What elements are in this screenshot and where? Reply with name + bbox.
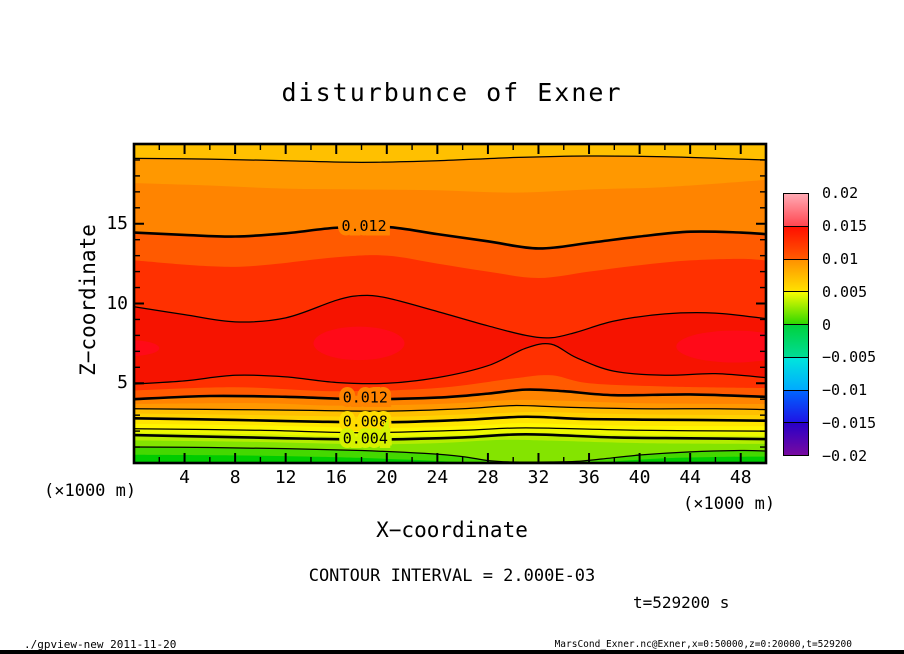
contour-line-0.012 (134, 225, 766, 250)
contour-label-0.008: 0.008 (343, 413, 388, 431)
colorbar-tick-−0.005: −0.005 (822, 348, 877, 367)
time-annotation: t=529200 s (633, 593, 730, 612)
contour-line-0.004 (134, 432, 766, 441)
chart-title: disturbunce of Exner (281, 78, 623, 107)
colorbar-segment--0.015 (784, 423, 808, 455)
colorbar (783, 193, 809, 456)
axis-ticks (135, 145, 765, 462)
colorbar-tick-0.005: 0.005 (822, 282, 868, 301)
footer-program-stamp: ./gpview-new 2011-11-20 (24, 638, 177, 651)
x-tick-label-44: 44 (679, 467, 701, 488)
colorbar-segment--0.01 (784, 390, 808, 424)
x-tick-label-4: 4 (179, 467, 190, 488)
x-tick-label-48: 48 (729, 467, 752, 488)
contour-interval-note: CONTOUR INTERVAL = 2.000E-03 (308, 566, 596, 586)
x-tick-label-36: 36 (578, 467, 600, 488)
contour-fill-layer (134, 144, 766, 463)
colorbar-tick-0.015: 0.015 (822, 216, 868, 235)
x-tick-label-40: 40 (628, 467, 651, 488)
colorbar-segment-0.005 (784, 292, 808, 325)
y-tick-label-15: 15 (106, 212, 128, 234)
contour-label-0.012: 0.012 (341, 217, 386, 235)
contour-line-0.014 (134, 342, 766, 385)
x-tick-label-32: 32 (527, 467, 550, 488)
x-axis-title-text: X−coordinate (376, 518, 528, 542)
colorbar-segment-0.015 (784, 226, 808, 260)
contour-label-0.012: 0.012 (343, 389, 388, 407)
colorbar-segment-0.01 (784, 259, 808, 293)
x-tick-label-12: 12 (274, 467, 297, 488)
x-axis-title: X−coordinate (0, 518, 904, 542)
contour-line-0.012 (134, 388, 766, 401)
colorbar-tick-0.01: 0.01 (822, 249, 859, 268)
y-axis-unit: (×1000 m) (44, 481, 137, 501)
x-tick-label-16: 16 (325, 467, 348, 488)
colorbar-segment--0.005 (784, 357, 808, 391)
extremum-blob (134, 340, 160, 357)
colorbar-tick-0: 0 (822, 315, 832, 334)
x-tick-label-20: 20 (375, 467, 398, 488)
bottom-divider-bar (0, 650, 904, 654)
extremum-blob (313, 326, 405, 361)
colorbar-segment-0.02 (784, 194, 808, 227)
contour-label-0.004: 0.004 (343, 429, 388, 447)
colorbar-tick-0.02: 0.02 (822, 184, 859, 202)
colorbar-tick-−0.02: −0.02 (822, 447, 868, 465)
contour-line-0.01 (134, 404, 766, 412)
x-tick-label-8: 8 (229, 467, 241, 488)
footer-data-source: MarsCond_Exner.nc@Exner,x=0:50000,z=0:20… (554, 639, 852, 650)
contour-line-0.014 (134, 294, 766, 339)
contour-line-0.006 (134, 427, 766, 434)
extremum-blob (676, 330, 766, 363)
x-tick-label-24: 24 (426, 467, 449, 488)
x-tick-label-28: 28 (477, 467, 499, 488)
contour-line-0.008 (134, 415, 766, 424)
colorbar-tick-−0.015: −0.015 (822, 414, 877, 433)
fill-band-0.000-0.001 (134, 454, 766, 463)
contour-line-0.01 (134, 155, 766, 163)
plot-frame (132, 142, 768, 465)
colorbar-tick-−0.01: −0.01 (822, 381, 868, 400)
colorbar-segment-0 (784, 325, 808, 358)
y-tick-label-10: 10 (106, 292, 128, 314)
y-tick-label-5: 5 (117, 372, 128, 394)
x-axis-unit: (×1000 m) (683, 494, 776, 514)
